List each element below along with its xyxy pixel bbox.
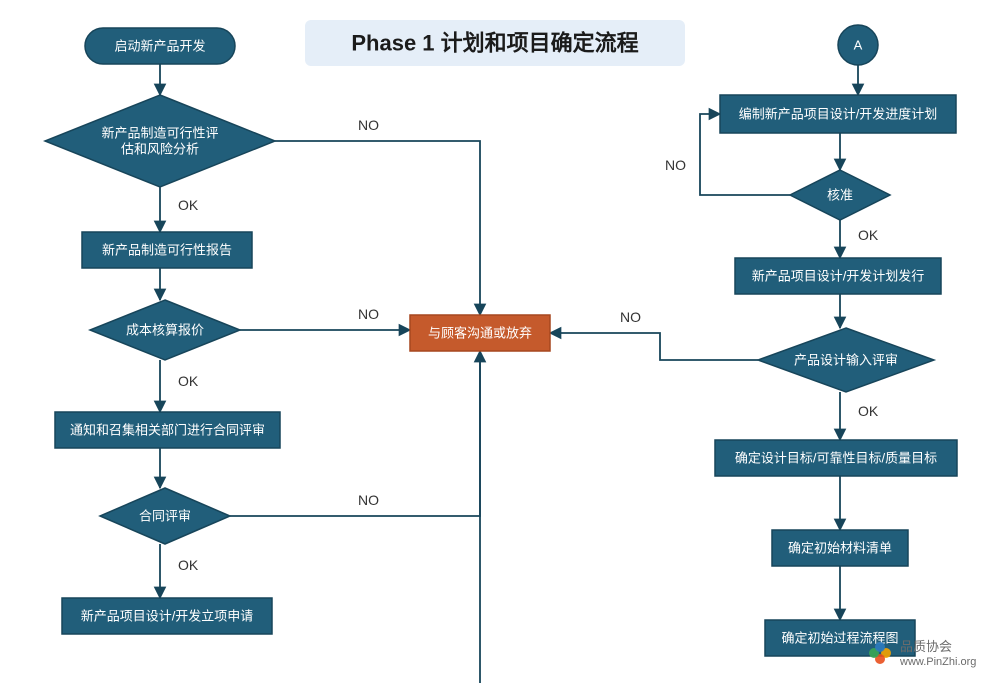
edge-label: OK [178, 557, 199, 573]
node-label: 合同评审 [139, 509, 191, 524]
edge-label: NO [358, 117, 379, 133]
watermark-text: 品质协会 [900, 639, 952, 654]
node-label: 编制新产品项目设计/开发进度计划 [739, 107, 938, 122]
edge-label: OK [178, 373, 199, 389]
node-a: A [838, 25, 878, 65]
node-label: 启动新产品开发 [114, 39, 205, 54]
edge-label: NO [358, 492, 379, 508]
node-rp3: 确定设计目标/可靠性目标/质量目标 [715, 440, 957, 476]
node-start: 启动新产品开发 [85, 28, 235, 64]
page-title: Phase 1 计划和项目确定流程 [351, 31, 638, 56]
node-label: 新产品制造可行性评 [101, 126, 218, 141]
node-label: 产品设计输入评审 [794, 353, 898, 368]
node-label: 估和风险分析 [121, 142, 199, 157]
node-label: 核准 [827, 188, 853, 203]
edge-label: NO [620, 309, 641, 325]
node-label: 新产品制造可行性报告 [102, 243, 232, 258]
node-label: 确定设计目标/可靠性目标/质量目标 [735, 451, 937, 466]
node-label: 成本核算报价 [126, 323, 204, 338]
node-label: A [854, 38, 863, 53]
edge-label: OK [858, 403, 879, 419]
node-rp5: 确定初始过程流程图 [765, 620, 915, 656]
node-label: 新产品项目设计/开发计划发行 [752, 269, 925, 284]
node-label: 确定初始材料清单 [788, 541, 892, 556]
node-label: 与顾客沟通或放弃 [428, 326, 532, 341]
edge-label: NO [665, 157, 686, 173]
node-p3: 新产品项目设计/开发立项申请 [62, 598, 272, 634]
node-central: 与顾客沟通或放弃 [410, 315, 550, 351]
edge-label: NO [358, 306, 379, 322]
node-label: 通知和召集相关部门进行合同评审 [70, 423, 265, 438]
node-label: 新产品项目设计/开发立项申请 [81, 609, 254, 624]
node-rp2: 新产品项目设计/开发计划发行 [735, 258, 941, 294]
node-rp4: 确定初始材料清单 [772, 530, 908, 566]
flowchart: Phase 1 计划和项目确定流程 OK OK OK NO NO NO NO OK NO OK 启动新… [0, 0, 987, 683]
edge-label: OK [178, 197, 199, 213]
edge-label: OK [858, 227, 879, 243]
node-p1: 新产品制造可行性报告 [82, 232, 252, 268]
node-rp1: 编制新产品项目设计/开发进度计划 [720, 95, 956, 133]
watermark-url: www.PinZhi.org [899, 656, 976, 668]
node-p2: 通知和召集相关部门进行合同评审 [55, 412, 280, 448]
